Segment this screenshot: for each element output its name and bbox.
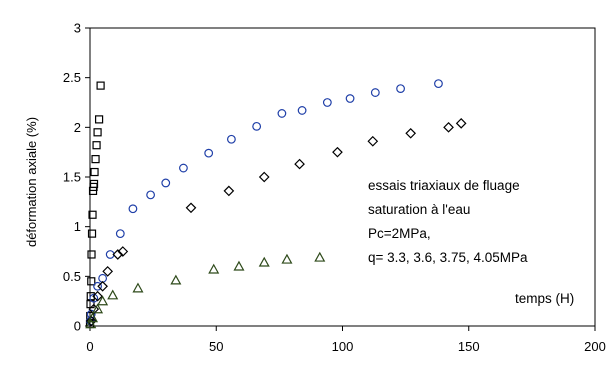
data-point-circle [252, 121, 262, 131]
y-tick-label: 0.5 [63, 269, 81, 284]
x-tick-label: 100 [332, 339, 354, 354]
data-point-circle [179, 163, 188, 173]
data-point-circle [345, 94, 355, 103]
data-point-diamond [223, 185, 235, 197]
x-tick-label: 150 [458, 339, 480, 354]
data-point-diamond [443, 121, 454, 133]
plot-border [89, 27, 596, 327]
data-point-diamond [294, 158, 305, 170]
y-tick-label: 0 [74, 319, 81, 334]
data-point-circle [370, 88, 380, 97]
data-point-triangle [233, 260, 245, 271]
data-point-square [92, 141, 101, 150]
y-tick-label: 2 [74, 120, 81, 135]
annotation-block: essais triaxiaux de fluage saturation à … [368, 178, 528, 265]
x-tick-label: 0 [86, 339, 93, 354]
data-point-circle [93, 281, 102, 291]
data-point-circle [434, 79, 443, 89]
data-point-square [94, 115, 104, 124]
data-point-diamond [367, 135, 379, 147]
data-point-square [87, 277, 96, 286]
data-point-square [87, 229, 97, 238]
data-point-circle [226, 134, 236, 144]
y-tick-label: 1.5 [63, 170, 81, 185]
data-point-diamond [102, 266, 114, 277]
data-point-circle [161, 178, 171, 188]
data-point-triangle [258, 256, 270, 267]
data-point-diamond [117, 246, 129, 257]
data-layer [85, 79, 467, 329]
data-point-triangle [208, 263, 220, 274]
data-point-circle [146, 190, 156, 200]
series-diamond [85, 118, 467, 327]
x-tick-label: 200 [584, 339, 606, 354]
x-tick-label: 50 [209, 339, 223, 354]
data-point-diamond [455, 118, 467, 129]
axes-layer: 0 0.5 1 1.5 2 2.5 3 0 50 100 150 200 [63, 21, 606, 355]
data-point-square [90, 167, 99, 177]
data-point-circle [322, 98, 332, 107]
annotation-line-4: q= 3.3, 3.6, 3.75, 4.05MPa [368, 250, 528, 265]
y-axis-label: déformation axiale (%) [24, 117, 39, 247]
data-point-diamond [88, 303, 100, 315]
annotation-line-1: essais triaxiaux de fluage [368, 178, 520, 193]
data-point-square [87, 250, 96, 259]
data-point-diamond [405, 127, 417, 139]
data-point-diamond [258, 171, 270, 183]
data-point-triangle [97, 295, 109, 306]
data-point-diamond [85, 315, 97, 327]
y-tick-label: 3 [74, 21, 81, 36]
annotation-line-2: saturation à l'eau [368, 202, 470, 217]
data-point-square [88, 210, 97, 219]
data-point-diamond [112, 249, 124, 260]
data-point-square [93, 128, 102, 137]
x-axis-label: temps (H) [515, 291, 574, 306]
data-point-circle [297, 106, 307, 115]
data-point-diamond [97, 280, 108, 292]
series-circle [86, 79, 443, 326]
data-point-circle [128, 204, 138, 214]
data-point-circle [115, 229, 125, 239]
data-point-triangle [92, 303, 104, 314]
data-point-triangle [85, 318, 97, 329]
data-point-diamond [185, 202, 197, 214]
series-square [85, 81, 105, 329]
data-point-square [91, 155, 100, 164]
data-point-triangle [314, 251, 326, 262]
data-point-circle [204, 148, 214, 158]
data-point-square [89, 179, 99, 189]
y-tick-label: 1 [74, 219, 81, 234]
data-point-diamond [92, 290, 103, 302]
data-point-triangle [87, 312, 99, 323]
data-point-circle [396, 84, 405, 93]
series-triangle [85, 251, 326, 329]
data-point-triangle [281, 253, 293, 264]
data-point-square [96, 81, 105, 90]
y-tick-label: 2.5 [63, 70, 81, 85]
data-point-triangle [132, 282, 144, 293]
data-point-circle [89, 293, 99, 303]
annotation-line-3: Pc=2MPa, [368, 226, 431, 241]
data-point-triangle [170, 274, 182, 285]
data-point-diamond [332, 146, 343, 158]
data-point-circle [277, 109, 287, 118]
data-point-triangle [107, 289, 119, 300]
